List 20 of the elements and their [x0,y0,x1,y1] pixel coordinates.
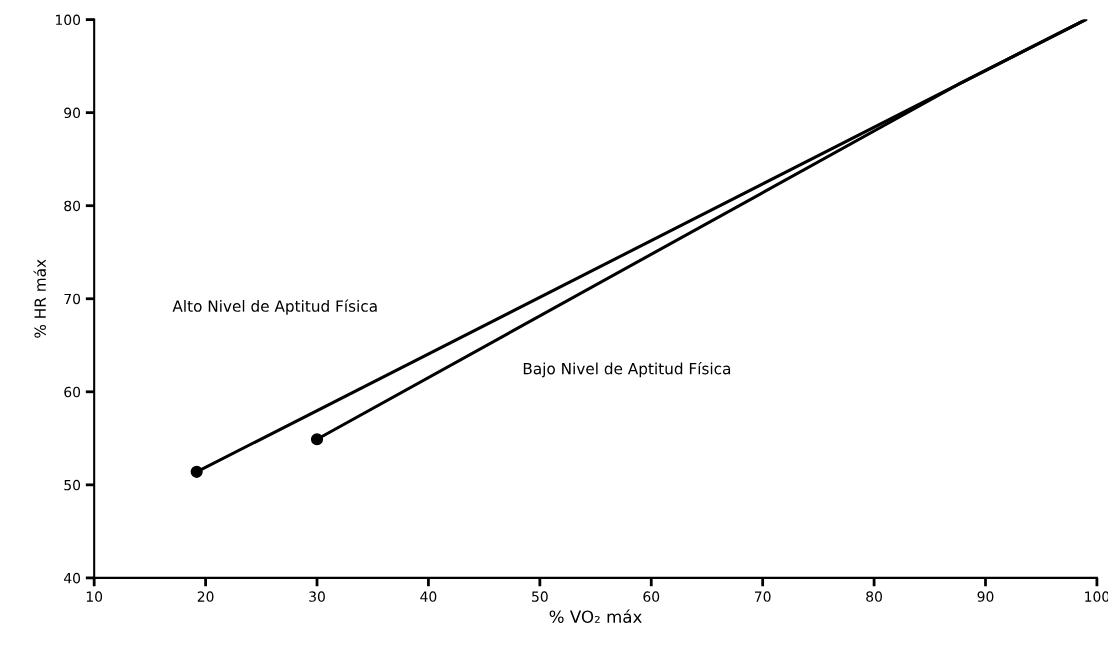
x-tick-label: 70 [754,591,771,602]
x-tick-label: 30 [309,591,325,602]
x-tick-label: 20 [197,591,214,602]
x-tick-label: 50 [532,591,548,602]
y-tick-label: 80 [64,200,81,212]
annotation: Alto Nivel de Aptitud Física [172,299,377,315]
y-tick-label: 60 [64,386,81,398]
x-tick-label: 80 [866,591,882,602]
x-tick-label: 40 [420,591,437,602]
y-tick-label: 90 [64,107,81,119]
x-tick-label: 10 [86,591,103,602]
y-tick-label: 50 [64,479,81,491]
annotation: Bajo Nivel de Aptitud Física [523,361,731,378]
y-tick-label: 100 [56,14,81,26]
y-tick-label: 40 [63,572,81,584]
x-tick-label: 90 [977,591,994,602]
x-axis-title: % VO₂ máx [549,609,642,623]
y-axis-title: % HR máx [33,259,46,338]
x-tick-label: 60 [643,591,660,602]
y-tick-label: 70 [64,293,81,305]
